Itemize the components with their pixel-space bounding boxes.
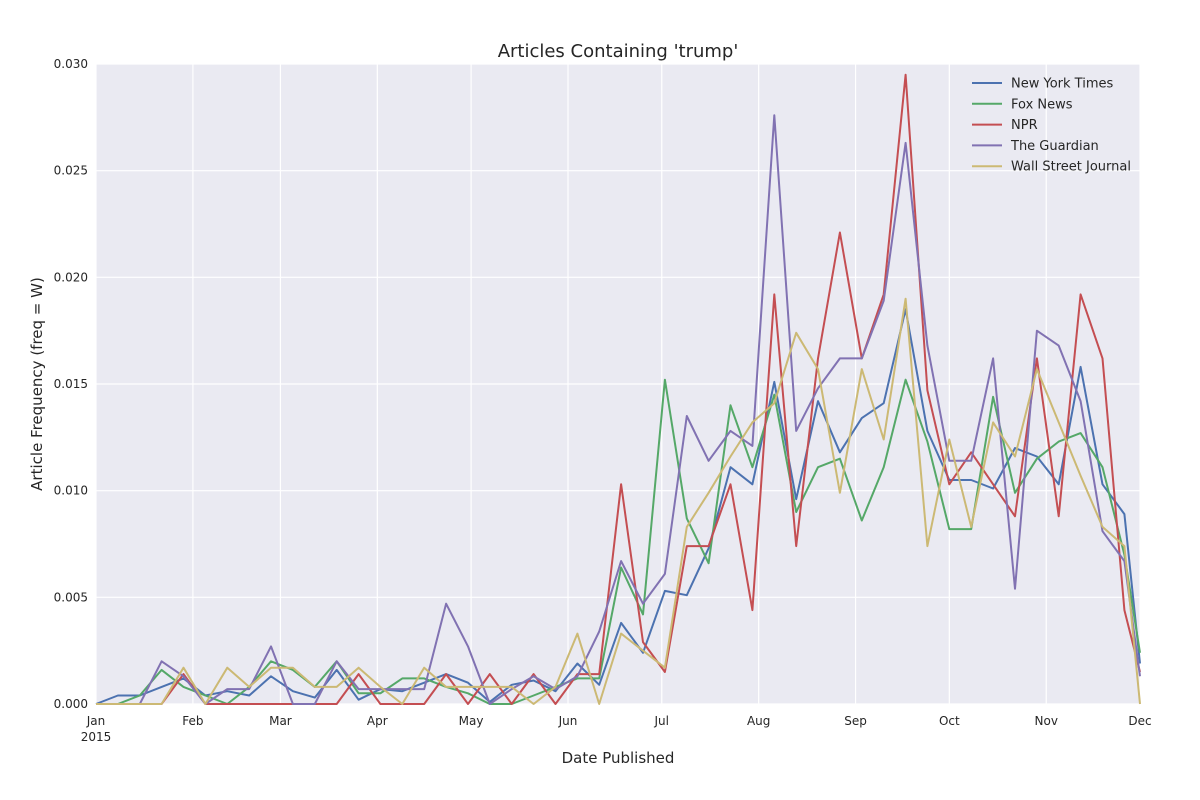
x-tick-label: Feb (182, 714, 203, 728)
series-line-npr (96, 73, 1141, 705)
series-line-wall-street-journal (96, 297, 1141, 705)
legend-label: Wall Street Journal (1011, 160, 1131, 175)
x-tick-label: Aug (747, 714, 770, 728)
series-line-fox-news (96, 378, 1141, 705)
x-tick-label: Jun (558, 714, 578, 728)
y-tick-label: 0.005 (54, 590, 88, 604)
series-lines (95, 73, 1141, 705)
y-tick-label: 0.030 (54, 57, 88, 71)
x-tick-label: Nov (1035, 714, 1058, 728)
x-tick-label: Apr (367, 714, 388, 728)
x-tick-label: Oct (939, 714, 960, 728)
y-tick-label: 0.000 (54, 697, 88, 711)
legend-label: Fox News (1011, 97, 1073, 112)
series-line-the-guardian (96, 114, 1141, 705)
chart-title: Articles Containing 'trump' (498, 41, 739, 62)
y-tick-label: 0.010 (54, 484, 88, 498)
x-tick-label: May (459, 714, 484, 728)
legend-label: The Guardian (1010, 139, 1099, 154)
y-tick-label: 0.015 (54, 377, 88, 391)
gridlines (95, 63, 1141, 705)
legend-label: New York Times (1011, 77, 1113, 92)
x-tick-sublabel: 2015 (81, 730, 112, 744)
x-tick-label: Mar (269, 714, 292, 728)
legend-label: NPR (1011, 118, 1038, 133)
y-tick-label: 0.020 (54, 270, 88, 284)
y-tick-labels: 0.000 0.005 0.010 0.015 0.020 0.025 0.030 (54, 57, 88, 711)
x-tick-label: Dec (1128, 714, 1151, 728)
y-tick-label: 0.025 (54, 164, 88, 178)
series-line-new-york-times (95, 308, 1141, 705)
x-axis-label: Date Published (562, 749, 675, 767)
x-tick-label: Jul (654, 714, 669, 728)
x-tick-label: Sep (844, 714, 867, 728)
x-tick-labels: Jan 2015 Feb Mar Apr May Jun Jul Aug Sep Oct Nov Dec (81, 714, 1152, 744)
legend: New York Times Fox News NPR The Guardian Wal… (972, 77, 1131, 175)
y-axis-label: Article Frequency (freq = W) (28, 277, 46, 491)
x-tick-label: Jan (86, 714, 106, 728)
